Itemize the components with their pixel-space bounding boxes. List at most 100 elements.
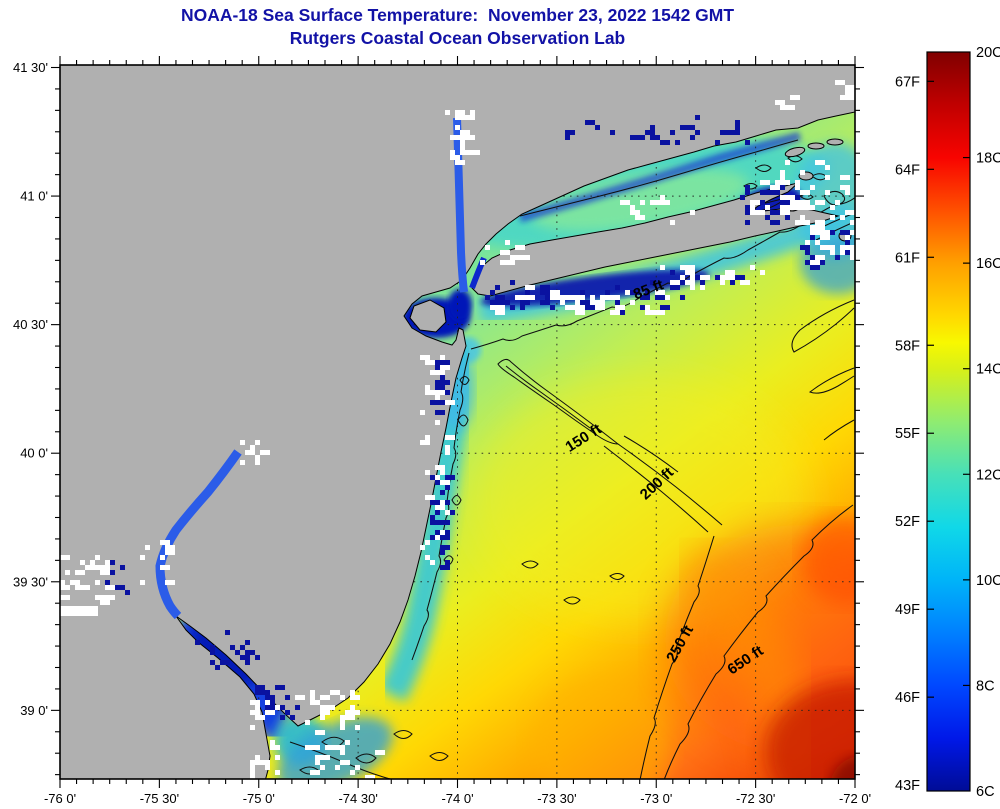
cloud-pixel xyxy=(780,210,790,215)
cloud-pixel xyxy=(810,205,815,210)
cold-pixel xyxy=(285,695,290,700)
x-tick-label: -75 0' xyxy=(243,791,275,806)
cloud-pixel xyxy=(240,440,245,445)
cloud-pixel xyxy=(255,440,260,445)
cloud-pixel xyxy=(145,545,150,550)
colorbar-label-f: 52F xyxy=(895,514,920,530)
cloud-pixel xyxy=(830,215,835,220)
cold-pixel xyxy=(675,140,680,145)
colorbar-label-c: 10C xyxy=(976,573,1000,589)
cloud-pixel xyxy=(780,195,790,200)
cloud-pixel xyxy=(95,580,100,585)
cloud-pixel xyxy=(275,755,280,760)
cold-pixel xyxy=(810,235,815,240)
cold-pixel xyxy=(440,400,445,405)
cold-pixel xyxy=(735,120,740,125)
cold-pixel xyxy=(780,185,785,190)
cloud-pixel xyxy=(345,760,350,765)
cloud-pixel xyxy=(750,265,755,270)
cloud-pixel xyxy=(85,585,90,590)
cold-pixel xyxy=(675,285,680,290)
cloud-pixel xyxy=(350,690,355,695)
cold-pixel xyxy=(780,200,785,205)
cloud-pixel xyxy=(515,245,520,250)
cloud-pixel xyxy=(255,460,260,465)
cloud-pixel xyxy=(660,200,665,205)
cloud-pixel xyxy=(825,175,830,180)
cold-pixel xyxy=(520,300,525,305)
cold-pixel xyxy=(670,270,675,275)
cloud-pixel xyxy=(620,200,630,205)
x-tick-label: -74 30' xyxy=(338,791,377,806)
cloud-pixel xyxy=(665,295,670,300)
cloud-pixel xyxy=(825,165,830,170)
cloud-pixel xyxy=(435,465,445,470)
warm-core-red xyxy=(764,680,855,779)
cloud-pixel xyxy=(845,90,855,95)
cloud-pixel xyxy=(355,725,360,730)
cold-pixel xyxy=(615,285,620,290)
cloud-pixel xyxy=(795,205,805,210)
cloud-pixel xyxy=(425,390,430,395)
cloud-pixel xyxy=(530,285,535,290)
cloud-pixel xyxy=(445,435,455,440)
cloud-pixel xyxy=(610,310,620,315)
cloud-pixel xyxy=(510,255,520,260)
cloud-pixel xyxy=(310,700,315,705)
cold-pixel xyxy=(250,650,255,655)
contour-85ft xyxy=(470,197,855,350)
cold-pixel xyxy=(490,300,495,305)
cold-pixel xyxy=(435,510,440,515)
cloud-pixel xyxy=(845,210,855,215)
cloud-pixel xyxy=(815,160,825,165)
y-tick-label: 41 0' xyxy=(20,189,48,204)
colorbar-label-c: 12C xyxy=(976,467,1000,483)
warm-core-darkred xyxy=(831,756,855,779)
cloud-pixel xyxy=(325,755,330,760)
cloud-pixel xyxy=(785,160,790,165)
cold-pixel xyxy=(540,300,550,305)
cloud-pixel xyxy=(445,445,450,450)
cold-pixel xyxy=(440,545,450,550)
cloud-pixel xyxy=(320,695,325,700)
cloud-pixel xyxy=(255,780,265,785)
cloud-pixel xyxy=(250,445,255,450)
cold-pixel xyxy=(650,125,655,130)
x-tick-label: -74 0' xyxy=(441,791,473,806)
cloud-pixel xyxy=(75,585,85,590)
cloud-pixel xyxy=(340,695,345,700)
cloud-pixel xyxy=(680,265,690,270)
cold-pixel xyxy=(245,660,250,665)
cloud-pixel xyxy=(790,200,800,205)
cold-pixel xyxy=(800,245,810,250)
cloud-pixel xyxy=(850,95,855,100)
cold-pixel xyxy=(740,275,745,280)
cloud-pixel xyxy=(790,105,795,110)
cold-pixel xyxy=(430,515,435,520)
cloud-pixel xyxy=(795,180,800,185)
cloud-pixel xyxy=(470,110,475,115)
cloud-pixel xyxy=(580,305,585,310)
cloud-pixel xyxy=(270,710,275,715)
cloud-pixel xyxy=(435,370,445,375)
cold-pixel xyxy=(730,130,740,135)
cloud-pixel xyxy=(755,200,760,205)
colorbar-label-c: 6C xyxy=(976,784,995,800)
cloud-pixel xyxy=(490,305,500,310)
cold-pixel xyxy=(275,685,285,690)
cold-pixel xyxy=(740,195,745,200)
cold-pixel xyxy=(445,475,455,480)
cloud-pixel xyxy=(460,140,465,145)
cloud-pixel xyxy=(265,760,270,765)
cold-pixel xyxy=(745,140,750,145)
cloud-pixel xyxy=(810,185,815,190)
cold-pixel xyxy=(435,365,440,370)
cloud-pixel xyxy=(345,710,355,715)
cloud-pixel xyxy=(420,440,430,445)
cold-pixel xyxy=(570,130,575,135)
cold-pixel xyxy=(495,295,505,300)
cold-pixel xyxy=(495,285,500,290)
cold-pixel xyxy=(520,305,525,310)
cloud-pixel xyxy=(445,480,450,485)
cloud-pixel xyxy=(445,400,455,405)
